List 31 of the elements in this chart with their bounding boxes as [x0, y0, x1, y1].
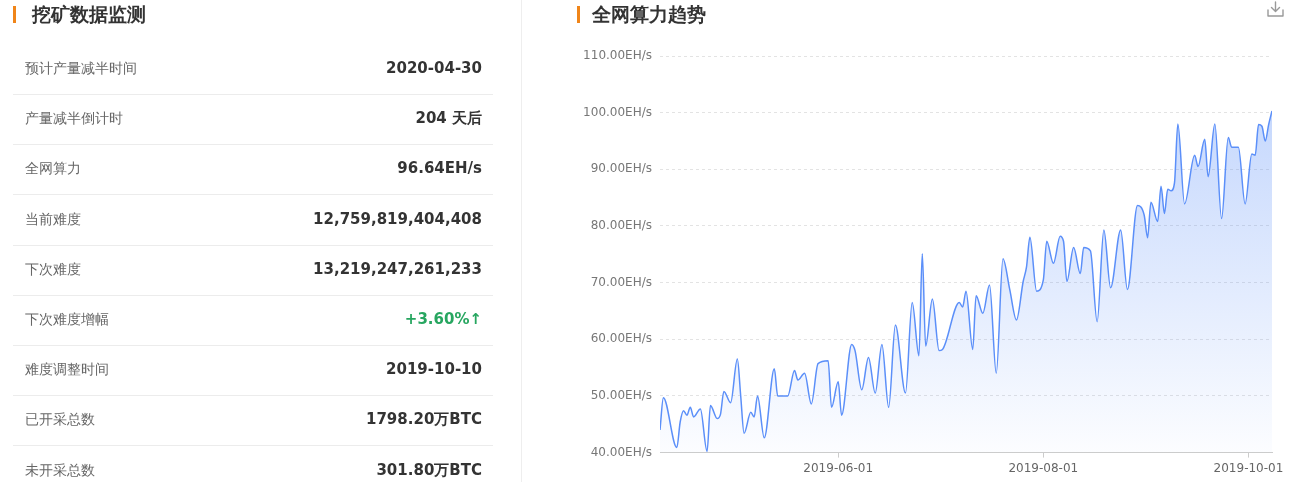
- text: 2019-10-10: [386, 360, 482, 379]
- text: 12,759,819,404,408: [313, 209, 482, 228]
- category-label: 难度调整时间: [25, 360, 109, 380]
- y-tick-label: 70.00EH/s: [590, 274, 652, 289]
- y-tick-label: 60.00EH/s: [590, 331, 652, 346]
- y-tick-label: 40.00EH/s: [590, 444, 652, 459]
- x-tick-label: 2019-06-01: [803, 460, 874, 475]
- y-tick-label: 90.00EH/s: [590, 161, 652, 176]
- text: 301.80万BTC: [376, 460, 482, 479]
- x-tick-label: 2019-10-01: [1213, 460, 1284, 475]
- category-label: 预计产量减半时间: [25, 59, 137, 78]
- y-tick-label: 100.00EH/s: [583, 104, 652, 119]
- y-tick-label: 110.00EH/s: [583, 48, 652, 63]
- text: +3.60%↑: [404, 310, 482, 328]
- category-label: 已开采总数: [25, 410, 95, 430]
- category-label: 全网算力: [25, 159, 81, 179]
- category-label: 下次难度增幅: [25, 310, 109, 329]
- category-label: 下次难度: [25, 259, 81, 279]
- chart-title: 全网算力趋势: [592, 2, 706, 26]
- category-label: 未开采总数: [25, 460, 95, 480]
- text: 挖矿数据监测: [32, 2, 146, 26]
- x-tick-label: 2019-08-01: [1008, 460, 1079, 475]
- y-tick-label: 50.00EH/s: [590, 388, 652, 403]
- category-label: 产量减半倒计时: [25, 109, 123, 129]
- text: 2020-04-30: [386, 59, 482, 77]
- y-tick-label: 80.00EH/s: [590, 218, 652, 233]
- text: 13,219,247,261,233: [313, 259, 482, 278]
- category-label: 当前难度: [25, 209, 81, 229]
- text: 204 天后: [415, 109, 482, 128]
- text: 1798.20万BTC: [366, 410, 482, 429]
- text: 96.64EH/s: [397, 159, 482, 178]
